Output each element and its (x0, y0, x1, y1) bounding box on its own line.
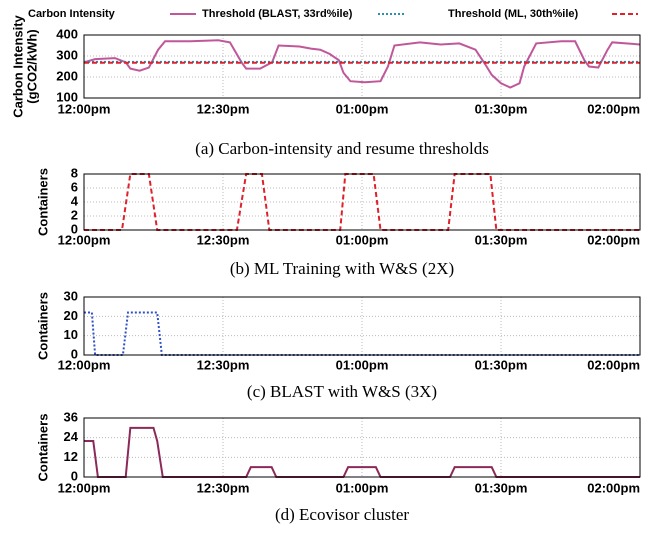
y-tick-label: 8 (71, 165, 78, 180)
x-tick-label: 12:30pm (197, 357, 250, 372)
y-tick-label: 200 (56, 68, 78, 83)
x-tick-label: 12:30pm (197, 480, 250, 495)
data-line (84, 426, 640, 478)
plot-frame (83, 417, 641, 478)
y-tick-label: 36 (64, 409, 78, 424)
y-tick-label: 30 (64, 288, 78, 303)
caption: (d) Ecovisor cluster (275, 505, 409, 524)
y-tick-label: 20 (64, 308, 78, 323)
y-tick-label: 0 (71, 221, 78, 236)
caption: (c) BLAST with W&S (3X) (247, 382, 437, 401)
y-tick-label: 400 (56, 26, 78, 41)
x-tick-label: 02:00pm (587, 232, 640, 247)
x-tick-label: 12:30pm (197, 101, 250, 116)
y-tick-label: 300 (56, 47, 78, 62)
y-tick-label: 10 (64, 327, 78, 342)
caption: (b) ML Training with W&S (2X) (230, 259, 454, 278)
x-tick-label: 01:30pm (475, 101, 528, 116)
x-tick-label: 01:00pm (336, 480, 389, 495)
y-tick-label: 0 (71, 346, 78, 361)
x-tick-label: 02:00pm (587, 480, 640, 495)
x-tick-label: 12:00pm (58, 232, 111, 247)
x-tick-label: 02:00pm (587, 357, 640, 372)
x-tick-label: 01:30pm (475, 357, 528, 372)
x-tick-label: 01:30pm (475, 480, 528, 495)
x-tick-label: 12:30pm (197, 232, 250, 247)
y-axis-label: Containers (35, 168, 50, 236)
x-tick-label: 01:30pm (475, 232, 528, 247)
legend-label: Threshold (ML, 30th%ile) (448, 8, 579, 20)
y-tick-label: 100 (56, 89, 78, 104)
x-tick-label: 12:00pm (58, 101, 111, 116)
legend-label: Threshold (BLAST, 33rd%ile) (202, 8, 353, 20)
y-tick-label: 2 (71, 207, 78, 222)
x-tick-label: 02:00pm (587, 101, 640, 116)
y-axis-label: (gCO2/kWh) (24, 29, 39, 103)
x-tick-label: 12:00pm (58, 357, 111, 372)
x-tick-label: 12:00pm (58, 480, 111, 495)
y-tick-label: 0 (71, 468, 78, 483)
y-tick-label: 4 (71, 193, 79, 208)
y-tick-label: 12 (64, 449, 78, 464)
y-tick-label: 6 (71, 179, 78, 194)
x-tick-label: 01:00pm (336, 232, 389, 247)
y-tick-label: 24 (64, 429, 79, 444)
data-line (83, 39, 641, 89)
plot-frame (83, 296, 641, 356)
y-axis-label: Carbon Intensity (10, 14, 25, 117)
plot-frame (83, 34, 641, 99)
plot-frame (83, 173, 641, 231)
x-tick-label: 01:00pm (336, 357, 389, 372)
y-axis-label: Containers (35, 292, 50, 360)
legend-label: Carbon Intensity (28, 8, 116, 20)
x-tick-label: 01:00pm (336, 101, 389, 116)
caption: (a) Carbon-intensity and resume threshol… (195, 139, 489, 158)
y-axis-label: Containers (35, 414, 50, 482)
